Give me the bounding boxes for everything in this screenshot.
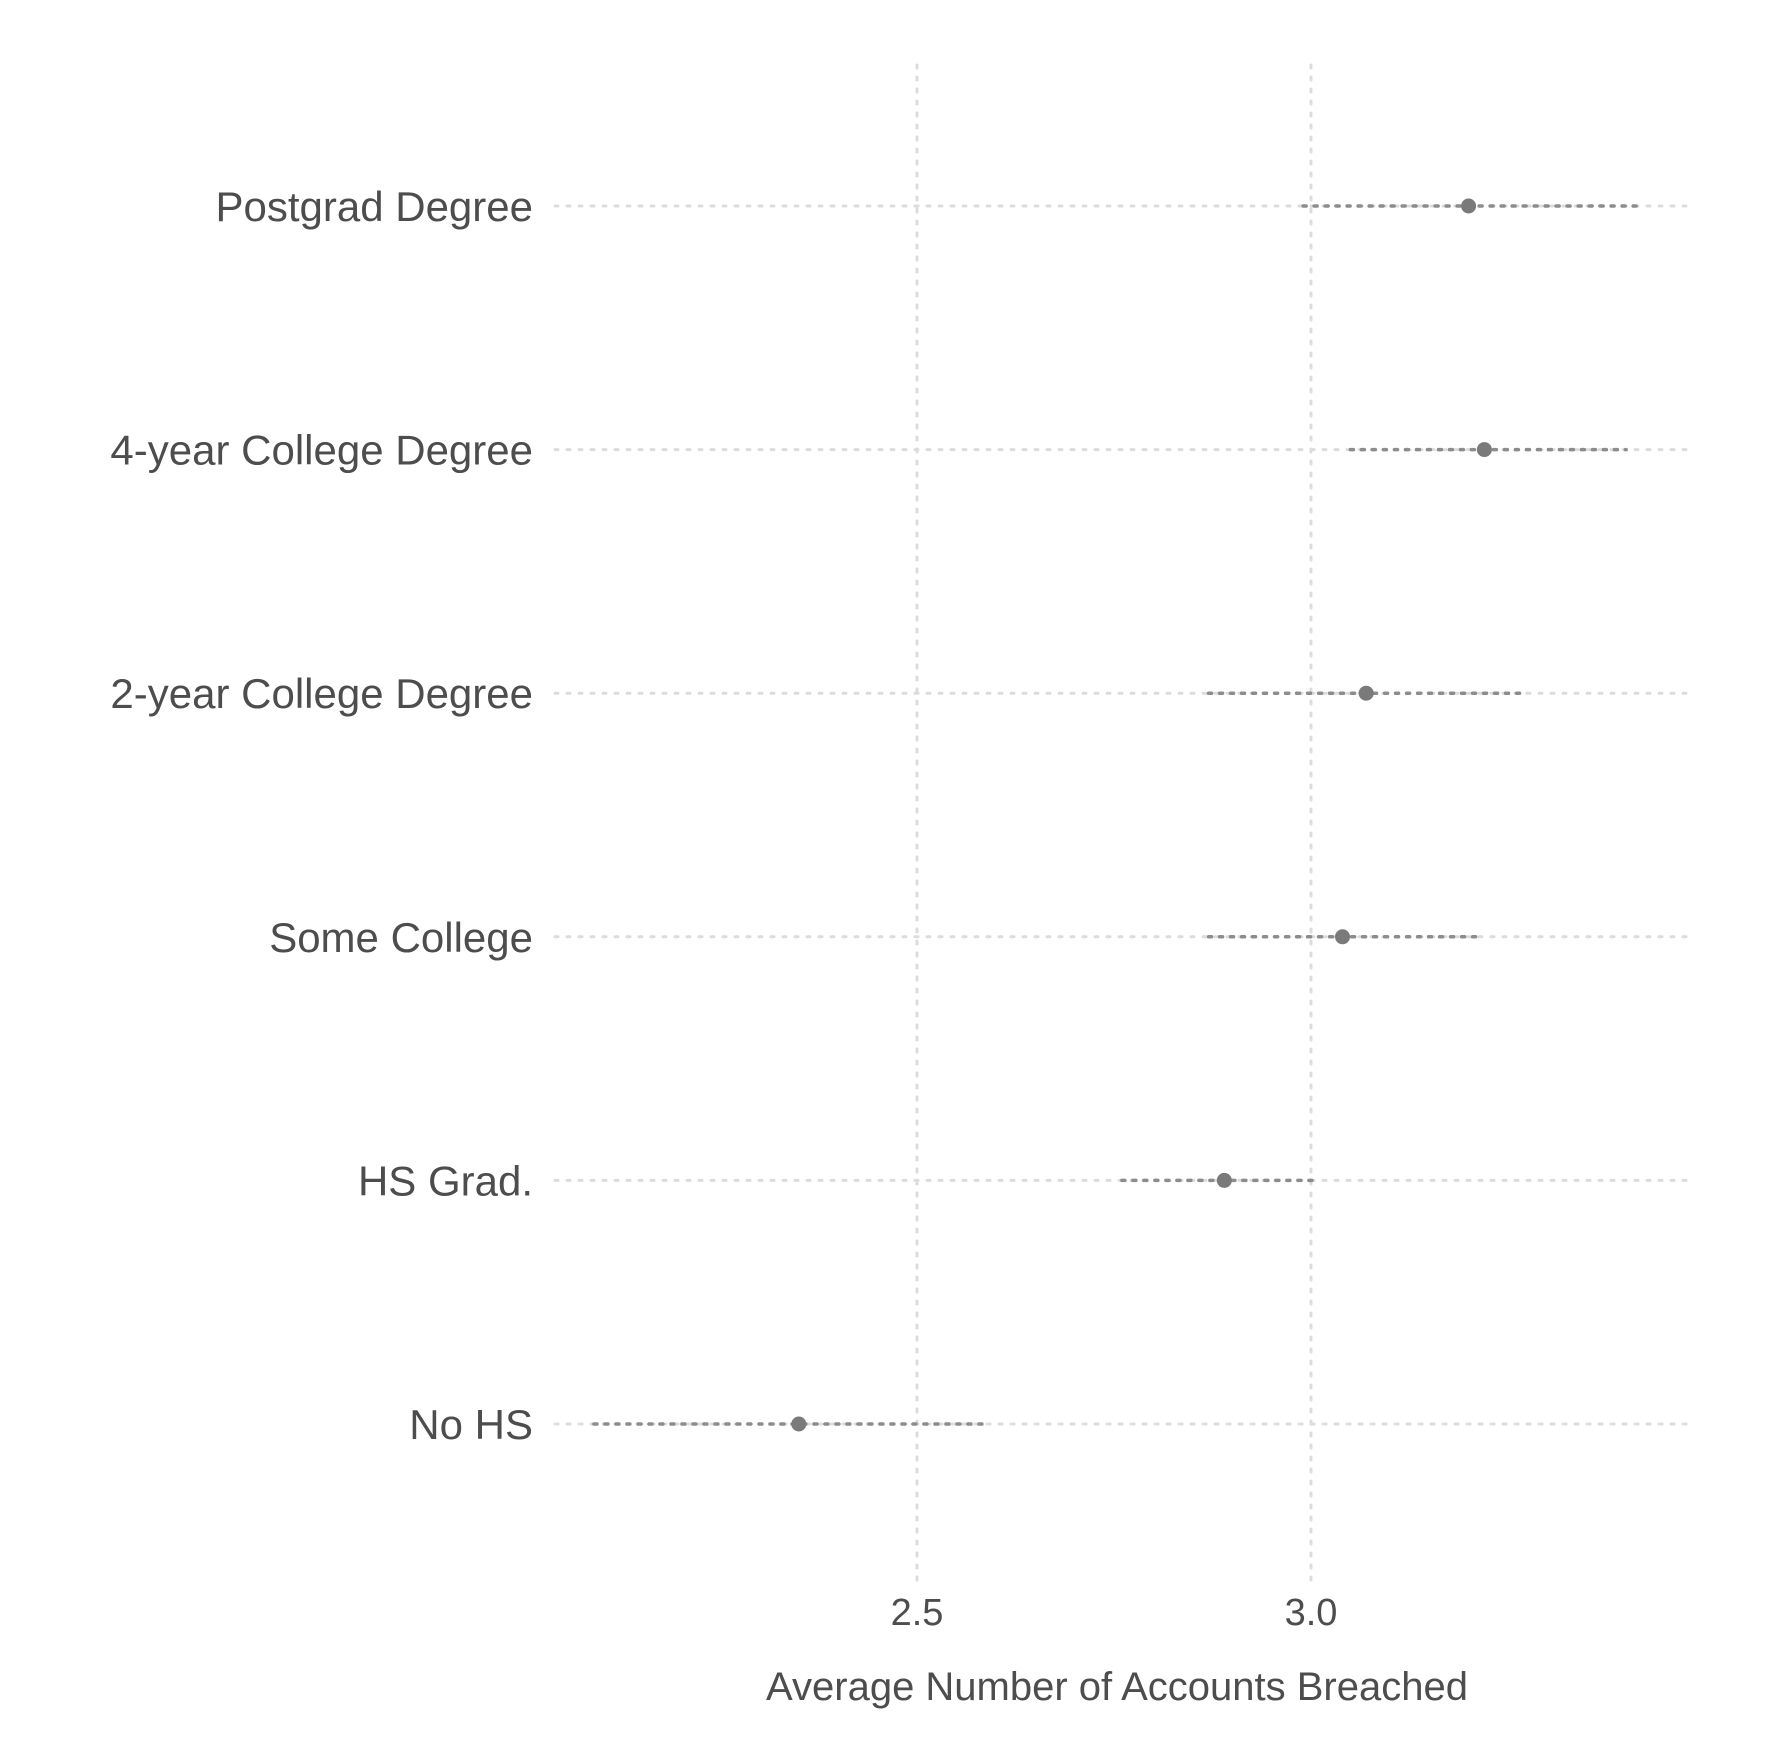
data-point (791, 1416, 807, 1432)
x-tick-label: 3.0 (1285, 1592, 1338, 1634)
category-label: Some College (269, 914, 533, 961)
category-label: No HS (409, 1401, 533, 1448)
data-point (1335, 929, 1351, 945)
point-layer (791, 198, 1492, 1432)
category-label: 4-year College Degree (110, 427, 533, 474)
interval-layer (592, 204, 1644, 1426)
data-point (1216, 1172, 1232, 1188)
label-layer: 2.5 3.0 Postgrad Degree 4-year College Degr… (110, 183, 1337, 1634)
data-point (1476, 442, 1492, 458)
data-point (1358, 685, 1374, 701)
grid-layer (553, 63, 1692, 1582)
data-point (1461, 198, 1477, 214)
category-label: 2-year College Degree (110, 670, 533, 717)
category-label: HS Grad. (358, 1157, 533, 1204)
x-tick-label: 2.5 (891, 1592, 944, 1634)
x-axis-title: Average Number of Accounts Breached (766, 1665, 1468, 1709)
category-label: Postgrad Degree (215, 183, 533, 230)
